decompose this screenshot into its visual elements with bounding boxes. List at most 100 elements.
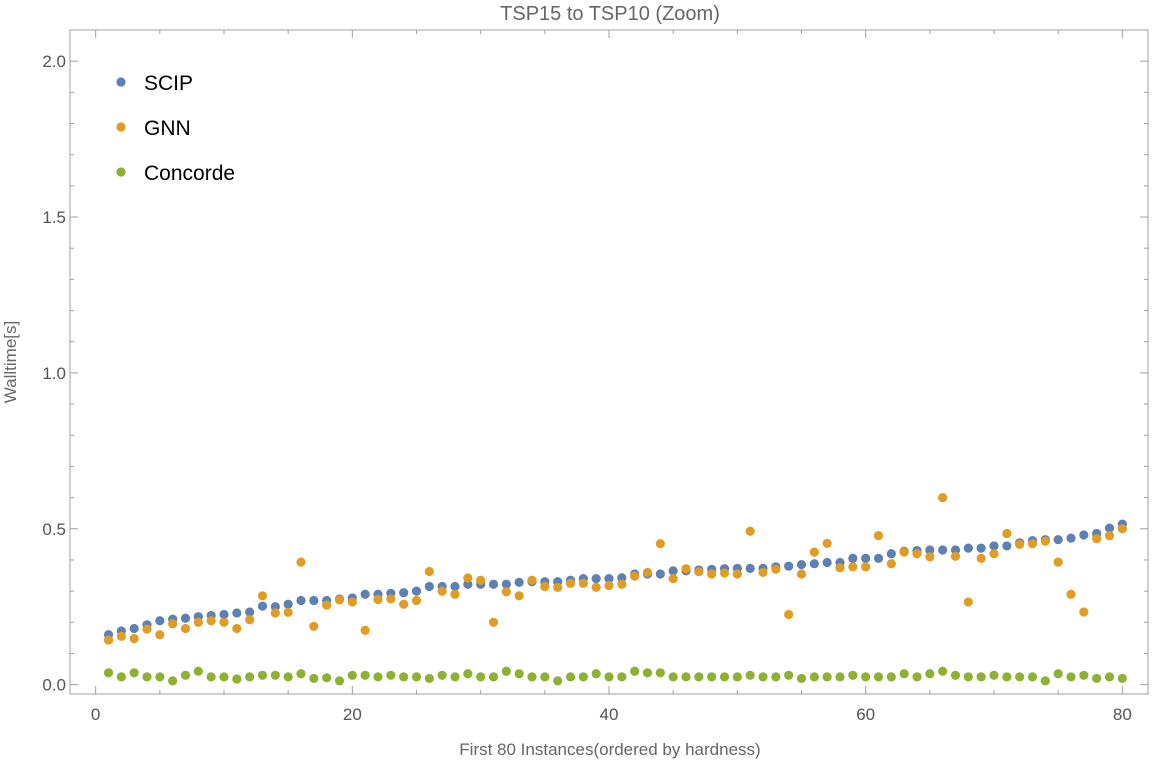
data-point xyxy=(758,567,768,578)
data-point xyxy=(989,549,999,559)
axis-ticks: 0 20 40 60 80 0.0 0.5 1.0 1.5 2.0 xyxy=(42,30,1148,724)
data-point xyxy=(129,623,139,634)
data-point xyxy=(848,553,858,563)
data-point xyxy=(155,672,165,682)
data-point xyxy=(347,597,357,607)
data-point xyxy=(1015,672,1025,682)
data-point xyxy=(912,672,922,682)
data-point xyxy=(514,577,524,587)
data-point xyxy=(565,672,576,682)
data-point xyxy=(642,567,653,578)
data-point xyxy=(963,672,973,682)
data-point xyxy=(655,569,665,579)
data-point xyxy=(193,617,203,627)
data-point xyxy=(719,672,730,682)
legend-marker xyxy=(116,122,126,132)
data-point xyxy=(129,633,139,644)
data-point xyxy=(938,666,948,676)
data-point xyxy=(501,579,511,589)
data-point xyxy=(938,493,948,503)
data-point xyxy=(283,607,293,617)
data-point xyxy=(424,566,434,577)
data-point xyxy=(925,552,935,562)
data-point xyxy=(861,672,871,682)
data-point xyxy=(180,623,191,634)
data-point xyxy=(347,670,357,680)
legend-label: GNN xyxy=(144,117,191,140)
data-point xyxy=(938,545,948,555)
x-tick-label: 80 xyxy=(1113,705,1132,724)
y-axis-title: Walltime[s] xyxy=(1,321,20,404)
data-point xyxy=(309,673,319,684)
data-point xyxy=(322,673,332,683)
data-point xyxy=(873,531,884,541)
data-point xyxy=(219,672,229,682)
data-point xyxy=(1104,672,1115,682)
x-tick-label: 20 xyxy=(343,705,362,724)
data-point xyxy=(488,579,499,589)
data-point xyxy=(373,594,383,605)
data-point xyxy=(219,617,229,627)
data-point xyxy=(463,573,473,583)
data-point xyxy=(1002,672,1012,682)
data-point xyxy=(604,580,614,591)
data-point xyxy=(912,549,922,559)
data-point xyxy=(873,672,884,682)
data-point xyxy=(604,672,614,682)
data-point xyxy=(681,672,691,682)
data-point xyxy=(386,594,396,604)
data-point xyxy=(796,560,807,570)
data-point xyxy=(591,582,601,592)
data-point xyxy=(668,672,678,682)
legend-marker xyxy=(116,167,126,177)
data-point xyxy=(707,672,717,682)
data-point xyxy=(360,670,370,680)
data-point xyxy=(527,575,537,585)
data-point xyxy=(899,547,909,557)
x-axis-title: First 80 Instances(ordered by hardness) xyxy=(459,740,760,759)
data-point xyxy=(732,672,742,682)
data-point xyxy=(219,609,229,620)
data-point xyxy=(1117,673,1127,684)
data-point xyxy=(591,669,601,679)
data-point xyxy=(732,569,742,579)
data-point xyxy=(257,670,268,680)
y-tick-label: 1.0 xyxy=(42,364,66,383)
data-point xyxy=(180,670,191,680)
data-point xyxy=(103,635,114,645)
data-point xyxy=(142,672,152,682)
data-point xyxy=(771,672,781,682)
series-gnn xyxy=(103,493,1127,645)
data-point xyxy=(476,672,486,682)
data-point xyxy=(989,541,999,551)
legend: SCIP GNN Concorde xyxy=(116,72,235,185)
data-point xyxy=(296,595,306,606)
data-point xyxy=(488,617,499,627)
series-scip xyxy=(103,519,1127,640)
y-tick-label: 2.0 xyxy=(42,52,66,71)
data-point xyxy=(809,547,819,557)
data-point xyxy=(963,543,973,553)
data-point xyxy=(630,571,640,581)
data-point xyxy=(450,581,460,592)
data-point xyxy=(617,573,627,583)
data-point xyxy=(655,539,665,549)
data-point xyxy=(950,551,961,561)
data-point xyxy=(168,676,178,686)
data-point xyxy=(206,616,216,626)
data-point xyxy=(116,672,126,682)
legend-marker xyxy=(116,77,126,87)
data-point xyxy=(1053,535,1063,545)
data-point xyxy=(796,569,807,579)
data-point xyxy=(681,564,691,574)
y-tick-label: 0.5 xyxy=(42,520,66,539)
data-point xyxy=(270,670,280,680)
data-point xyxy=(245,615,255,625)
data-point xyxy=(784,670,794,680)
data-point xyxy=(142,624,152,634)
data-point xyxy=(180,613,191,623)
data-point xyxy=(822,672,832,682)
data-point xyxy=(553,676,563,686)
data-point xyxy=(1053,557,1063,567)
